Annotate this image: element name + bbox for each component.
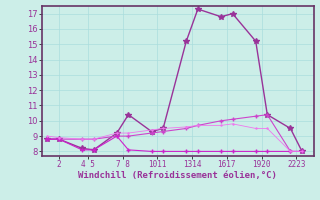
X-axis label: Windchill (Refroidissement éolien,°C): Windchill (Refroidissement éolien,°C) <box>78 171 277 180</box>
